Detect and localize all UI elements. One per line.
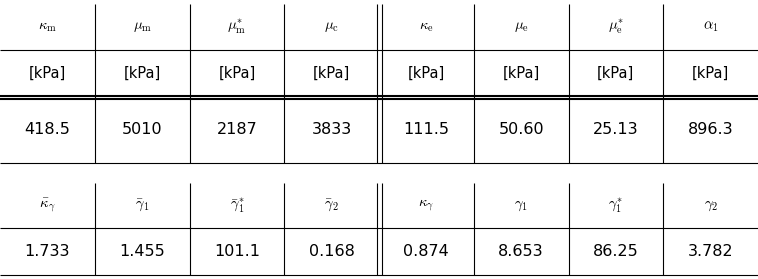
Text: 101.1: 101.1 [214,244,260,259]
Text: 418.5: 418.5 [24,122,70,138]
Text: $\mu_{\mathrm{e}}^{*}$: $\mu_{\mathrm{e}}^{*}$ [608,18,624,36]
Text: 25.13: 25.13 [593,122,639,138]
Text: [kPa]: [kPa] [218,66,255,81]
Text: 896.3: 896.3 [688,122,734,138]
Text: $\gamma_1$: $\gamma_1$ [514,198,528,213]
Text: 50.60: 50.60 [498,122,544,138]
Text: $\gamma_1^{*}$: $\gamma_1^{*}$ [609,196,623,215]
Text: 8.653: 8.653 [498,244,544,259]
Text: [kPa]: [kPa] [124,66,161,81]
Text: 0.874: 0.874 [403,244,449,259]
Text: $\mu_{\mathrm{c}}$: $\mu_{\mathrm{c}}$ [324,20,339,35]
Text: $\bar{\kappa}_{\gamma}$: $\bar{\kappa}_{\gamma}$ [39,197,55,215]
Text: 86.25: 86.25 [593,244,639,259]
Text: 111.5: 111.5 [403,122,449,138]
Text: 0.168: 0.168 [309,244,355,259]
Text: 1.455: 1.455 [119,244,165,259]
Text: $\kappa_{\mathrm{m}}$: $\kappa_{\mathrm{m}}$ [38,20,57,35]
Text: [kPa]: [kPa] [29,66,66,81]
Text: [kPa]: [kPa] [503,66,540,81]
Text: $\kappa_{\gamma}$: $\kappa_{\gamma}$ [418,198,434,213]
Text: 1.733: 1.733 [24,244,70,259]
Text: $\kappa_{\mathrm{e}}$: $\kappa_{\mathrm{e}}$ [419,20,434,35]
Text: $\mu_{\mathrm{m}}$: $\mu_{\mathrm{m}}$ [133,20,152,35]
Text: $\bar{\gamma}_1$: $\bar{\gamma}_1$ [135,198,149,213]
Text: $\bar{\gamma}_1^{*}$: $\bar{\gamma}_1^{*}$ [230,196,244,215]
Text: 5010: 5010 [122,122,162,138]
Text: 3.782: 3.782 [688,244,734,259]
Text: 3833: 3833 [312,122,352,138]
Text: $\mu_{\mathrm{m}}^{*}$: $\mu_{\mathrm{m}}^{*}$ [227,18,246,36]
Text: [kPa]: [kPa] [313,66,350,81]
Text: 2187: 2187 [217,122,257,138]
Text: [kPa]: [kPa] [408,66,445,81]
Text: $\bar{\gamma}_2$: $\bar{\gamma}_2$ [324,198,339,213]
Text: [kPa]: [kPa] [597,66,634,81]
Text: [kPa]: [kPa] [692,66,729,81]
Text: $\gamma_2$: $\gamma_2$ [703,198,718,213]
Text: $\alpha_1$: $\alpha_1$ [703,20,719,35]
Text: $\mu_{\mathrm{e}}$: $\mu_{\mathrm{e}}$ [514,20,528,35]
